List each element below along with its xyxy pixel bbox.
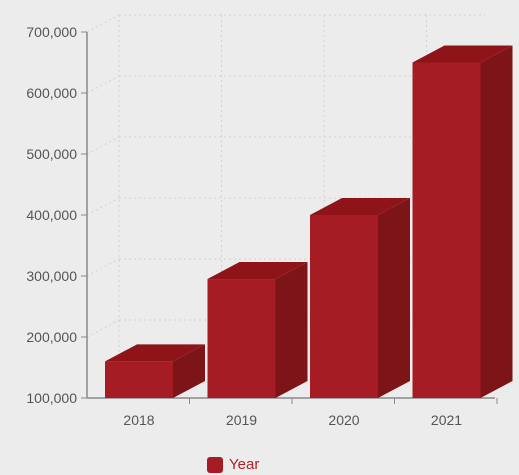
- legend-label: Year: [229, 456, 260, 473]
- bar-side-2021: [480, 45, 513, 398]
- bar-side-2019: [275, 262, 308, 398]
- bar-top-2019: [207, 262, 308, 280]
- bar-2018: [105, 361, 173, 398]
- x-tick-label: 2018: [123, 412, 154, 428]
- x-tick-label: 2020: [328, 412, 359, 428]
- bar-2019: [207, 279, 276, 398]
- legend-swatch: [207, 456, 223, 473]
- gridline-depth: [86, 258, 120, 277]
- gridline-depth: [86, 197, 120, 216]
- x-tick-label: 2019: [226, 412, 257, 428]
- bar-top-2021: [412, 45, 513, 63]
- bar-side-2020: [378, 198, 410, 398]
- x-tick-label: 2021: [431, 412, 462, 428]
- y-tick-label: 100,000: [26, 390, 77, 406]
- gridline-depth: [86, 75, 120, 94]
- bar-2020: [310, 215, 378, 398]
- bar-2021: [412, 62, 481, 398]
- y-tick-label: 700,000: [26, 24, 77, 40]
- gridline-depth: [86, 319, 120, 338]
- y-tick-label: 500,000: [26, 146, 77, 162]
- y-tick-label: 200,000: [26, 329, 77, 345]
- y-tick-label: 300,000: [26, 268, 77, 284]
- bar-chart: 100,000 200,000 300,000 400,000 500,000 600,0…: [26, 14, 513, 428]
- legend[interactable]: Year: [207, 456, 259, 473]
- bar-top-2018: [105, 344, 205, 362]
- bar-top-2020: [310, 198, 410, 215]
- gridline-depth: [86, 136, 120, 155]
- y-tick-label: 600,000: [26, 85, 77, 101]
- bar-side-2018: [173, 344, 205, 398]
- y-tick-label: 400,000: [26, 207, 77, 223]
- gridline-depth: [86, 14, 120, 33]
